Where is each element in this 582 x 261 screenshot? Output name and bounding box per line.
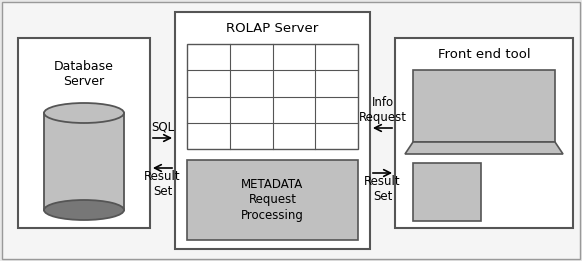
Text: Database
Server: Database Server xyxy=(54,60,114,88)
Text: Result
Set: Result Set xyxy=(144,170,181,198)
Text: Result
Set: Result Set xyxy=(364,175,401,203)
Bar xyxy=(175,12,370,249)
Bar xyxy=(187,160,358,240)
Ellipse shape xyxy=(44,103,124,123)
Text: SQL: SQL xyxy=(151,121,174,134)
Bar xyxy=(18,38,150,228)
Text: Info
Request: Info Request xyxy=(359,96,406,124)
Bar xyxy=(44,113,124,210)
Text: METADATA
Request
Processing: METADATA Request Processing xyxy=(241,179,304,222)
Bar xyxy=(413,163,481,221)
Bar xyxy=(395,38,573,228)
Text: ROLAP Server: ROLAP Server xyxy=(226,22,318,35)
Bar xyxy=(187,44,358,149)
Bar xyxy=(413,70,555,142)
Polygon shape xyxy=(405,142,563,154)
Ellipse shape xyxy=(44,200,124,220)
Text: Front end tool: Front end tool xyxy=(438,48,530,61)
